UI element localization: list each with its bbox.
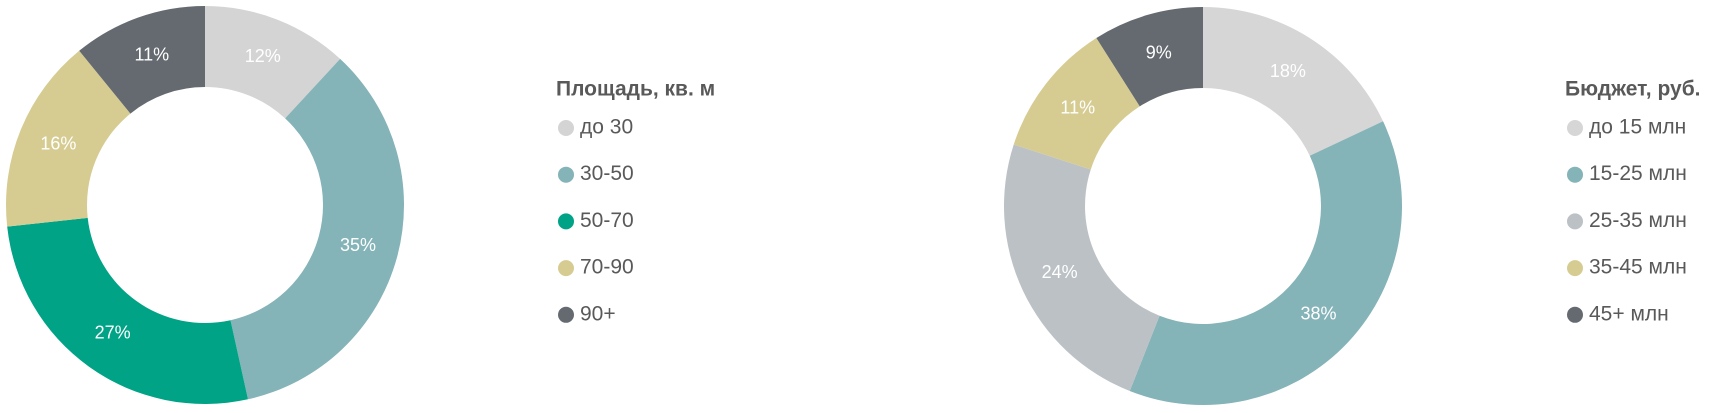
slice-label: 24% (1042, 262, 1078, 282)
donut-slice (230, 58, 404, 400)
legend-title: Бюджет, руб. (1565, 78, 1701, 101)
donut-slice (1004, 144, 1160, 392)
legend-label: до 15 млн (1589, 116, 1686, 139)
legend-title: Площадь, кв. м (556, 78, 715, 101)
legend-label: 90+ (580, 302, 616, 325)
legend-marker (1567, 260, 1583, 277)
legend-label: 30-50 (580, 162, 634, 185)
donut-slice (7, 217, 248, 404)
legend-marker (558, 166, 574, 183)
legend-label: 35-45 млн (1589, 256, 1687, 279)
slice-label: 12% (245, 46, 281, 66)
legend-marker (1567, 120, 1583, 136)
legend-marker (558, 120, 574, 136)
legend-marker (558, 213, 574, 230)
donut-slice (1129, 121, 1402, 405)
legend-label: 25-35 млн (1589, 209, 1687, 232)
slice-label: 11% (134, 44, 169, 64)
donut-slice (1096, 7, 1203, 107)
legend-marker (1567, 213, 1583, 230)
legend-marker (1567, 166, 1583, 183)
legend-label: 45+ млн (1589, 302, 1669, 325)
legend-label: 15-25 млн (1589, 162, 1687, 185)
legend-label: 70-90 (580, 256, 634, 279)
legend-label: до 30 (580, 116, 633, 139)
donut-slice (79, 6, 205, 114)
slice-label: 18% (1270, 61, 1306, 81)
slice-label: 27% (95, 323, 131, 343)
donut-slice (6, 50, 131, 227)
slice-label: 9% (1146, 43, 1172, 63)
donut-slice (205, 6, 341, 119)
legend-label: 50-70 (580, 209, 634, 232)
slice-label: 11% (1060, 98, 1095, 118)
slice-label: 16% (40, 134, 76, 154)
donut-slice (1203, 7, 1384, 156)
slice-label: 35% (340, 235, 376, 255)
legend-marker (1567, 306, 1583, 323)
slice-label: 38% (1301, 303, 1337, 323)
donut-slice (1013, 37, 1140, 170)
legend-marker (558, 306, 574, 323)
legend-marker (558, 260, 574, 277)
